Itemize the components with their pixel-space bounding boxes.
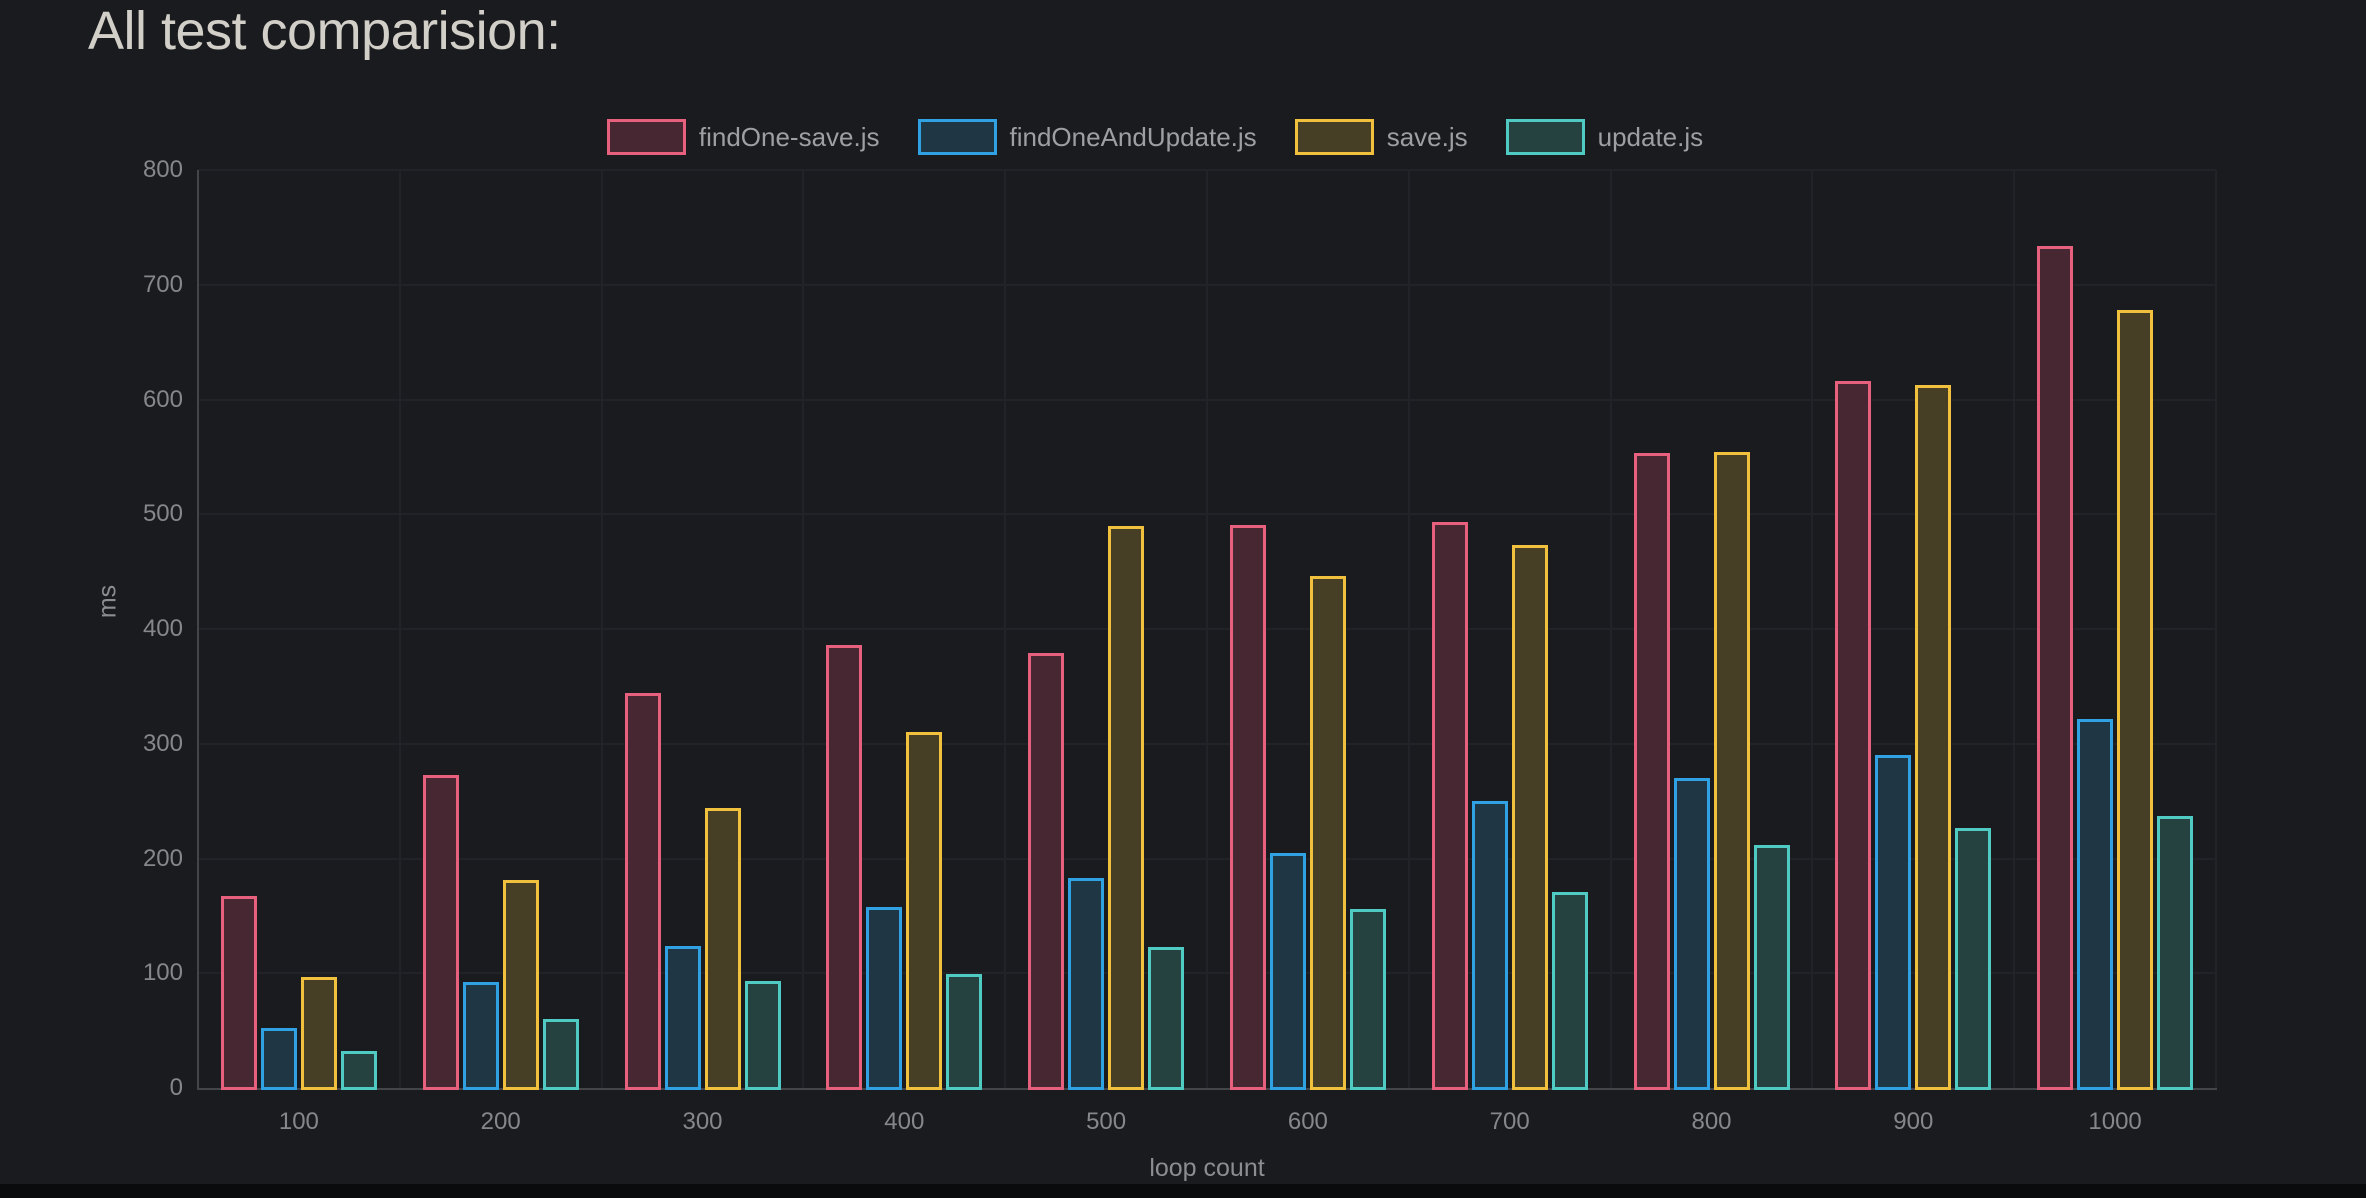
bar-save.js-600: [1309, 576, 1346, 1090]
bottom-strip: [0, 1184, 2366, 1198]
bar-findOne-save.js-300: [624, 693, 661, 1090]
chart-title: All test comparision:: [88, 1, 561, 61]
v-gridline: [2215, 170, 2217, 1088]
legend-label: save.js: [1386, 121, 1468, 152]
bar-save.js-700: [1511, 545, 1548, 1090]
bar-save.js-400: [906, 732, 943, 1090]
y-tick-label: 700: [142, 270, 183, 298]
legend-swatch: [606, 119, 686, 155]
bar-save.js-1000: [2117, 310, 2154, 1090]
bar-save.js-300: [704, 808, 741, 1090]
bar-findOne-save.js-800: [1633, 453, 1670, 1090]
legend-label: findOneAndUpdate.js: [1009, 121, 1257, 152]
x-tick-label: 500: [1086, 1108, 1127, 1135]
bar-findOneAndUpdate.js-300: [664, 946, 701, 1090]
v-gridline: [1004, 170, 1007, 1088]
bar-findOneAndUpdate.js-400: [866, 907, 903, 1090]
v-gridline: [2013, 170, 2016, 1088]
bar-update.js-900: [1955, 828, 1992, 1090]
bar-findOne-save.js-900: [1835, 381, 1872, 1090]
bar-update.js-1000: [2157, 816, 2194, 1090]
bar-findOne-save.js-600: [1229, 525, 1266, 1090]
v-gridline: [1206, 170, 1208, 1088]
legend-item-save.js[interactable]: save.js: [1294, 119, 1468, 155]
v-gridline: [1407, 170, 1410, 1088]
x-axis-title: loop count: [1149, 1154, 1265, 1182]
bar-findOne-save.js-100: [220, 896, 257, 1090]
bar-findOneAndUpdate.js-600: [1269, 853, 1306, 1090]
legend-item-findOneAndUpdate.js[interactable]: findOneAndUpdate.js: [917, 119, 1257, 155]
x-tick-label: 400: [884, 1108, 925, 1135]
v-gridline: [398, 170, 401, 1088]
y-tick-label: 500: [142, 500, 183, 528]
bar-findOne-save.js-500: [1028, 653, 1065, 1090]
y-tick-label: 0: [169, 1074, 183, 1101]
y-axis-title: ms: [93, 584, 122, 619]
x-tick-label: 1000: [2088, 1108, 2142, 1135]
x-tick-label: 100: [278, 1108, 319, 1135]
bar-update.js-600: [1349, 909, 1386, 1090]
bar-update.js-700: [1551, 892, 1588, 1090]
legend-swatch: [1294, 119, 1374, 155]
bar-update.js-500: [1148, 947, 1185, 1090]
bar-findOneAndUpdate.js-500: [1068, 878, 1105, 1090]
bar-findOneAndUpdate.js-200: [462, 982, 499, 1090]
bar-findOneAndUpdate.js-800: [1673, 778, 1710, 1090]
bar-update.js-300: [744, 981, 781, 1090]
x-tick-label: 800: [1691, 1108, 1732, 1135]
x-tick-label: 700: [1489, 1108, 1530, 1135]
bar-update.js-400: [946, 974, 983, 1090]
bar-save.js-900: [1915, 385, 1952, 1090]
v-gridline: [802, 170, 805, 1088]
bar-findOneAndUpdate.js-700: [1471, 801, 1508, 1090]
bar-findOne-save.js-700: [1431, 522, 1468, 1090]
x-tick-label: 900: [1893, 1108, 1934, 1135]
legend-item-findOne-save.js[interactable]: findOne-save.js: [606, 119, 880, 155]
bar-update.js-800: [1753, 845, 1790, 1090]
v-gridline: [1609, 170, 1612, 1088]
y-tick-label: 300: [142, 729, 183, 757]
bar-findOne-save.js-400: [826, 645, 863, 1090]
x-axis-line: [197, 1088, 2217, 1090]
bar-update.js-100: [340, 1051, 377, 1090]
y-axis-line: [197, 170, 199, 1090]
legend-swatch: [917, 119, 997, 155]
v-gridline: [1811, 170, 1814, 1088]
x-tick-label: 300: [682, 1108, 723, 1135]
v-gridline: [600, 170, 603, 1088]
x-tick-label: 600: [1287, 1108, 1328, 1135]
x-tick-label: 200: [480, 1108, 521, 1135]
bar-findOneAndUpdate.js-1000: [2077, 719, 2114, 1090]
legend-label: update.js: [1597, 121, 1704, 152]
bar-findOneAndUpdate.js-900: [1875, 755, 1912, 1090]
bar-save.js-500: [1108, 526, 1145, 1090]
legend: findOne-save.js findOneAndUpdate.js save.j…: [146, 119, 2164, 155]
legend-item-update.js[interactable]: update.js: [1505, 119, 1704, 155]
bar-findOne-save.js-200: [422, 775, 459, 1090]
bar-save.js-200: [502, 880, 539, 1090]
bar-findOneAndUpdate.js-100: [260, 1028, 297, 1090]
bar-save.js-100: [300, 977, 337, 1090]
y-tick-label: 100: [142, 959, 183, 987]
bar-findOne-save.js-1000: [2037, 246, 2074, 1090]
y-tick-label: 800: [142, 156, 183, 183]
legend-swatch: [1505, 119, 1585, 155]
y-tick-label: 200: [142, 844, 183, 872]
bar-update.js-200: [542, 1019, 579, 1090]
y-tick-label: 400: [142, 615, 183, 642]
bar-save.js-800: [1713, 452, 1750, 1090]
y-tick-label: 600: [142, 385, 183, 413]
legend-label: findOne-save.js: [698, 121, 880, 152]
